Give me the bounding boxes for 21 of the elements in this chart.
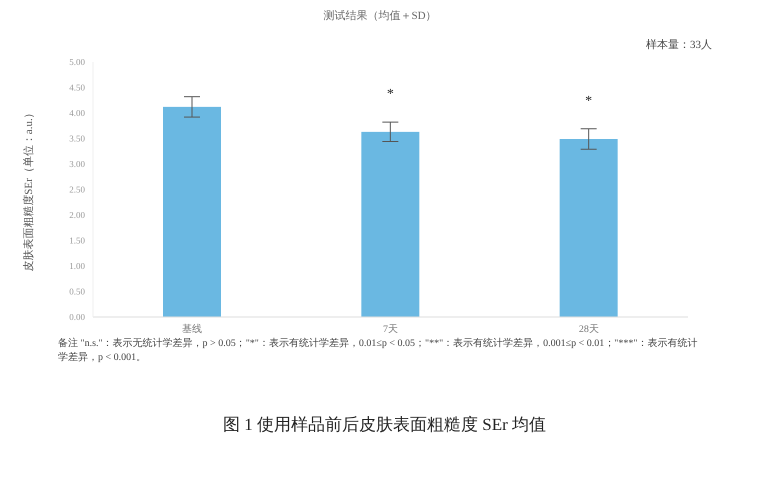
chart-title: 测试结果（均值＋SD） xyxy=(322,9,438,23)
y-tick-label: 2.50 xyxy=(69,184,86,195)
text: 备注 "n.s."：表示无统计学差异，p > 0.05；"*"：表示有统计学差异，0.01≤p < 0.05；"**"：表示有统计学差异，0.001≤p < 0.01；"***"：表示有统计学差异，p < 0.001。 xyxy=(58,337,698,365)
y-tick-label: 1.00 xyxy=(69,261,86,272)
x-tick-label: 7天 xyxy=(383,324,398,336)
y-tick-label: 0.50 xyxy=(69,286,86,297)
y-tick-label: 4.00 xyxy=(69,108,86,118)
y-axis-title: 皮肤表面粗糙度SEr（单位：a.u.） xyxy=(22,107,35,272)
y-tick-label: 3.50 xyxy=(69,134,86,144)
y-tick-label: 2.00 xyxy=(69,210,86,220)
y-tick-label: 0.00 xyxy=(69,312,86,322)
y-tick-label: 4.50 xyxy=(69,82,86,93)
data-label: * xyxy=(386,86,394,102)
x-tick-label: 基线 xyxy=(182,323,202,336)
x-tick-label: 28天 xyxy=(578,324,599,336)
caption: 图 1 使用样品前后皮肤表面粗糙度 SEr 均值 xyxy=(223,414,547,436)
y-tick-label: 1.50 xyxy=(69,236,86,246)
chart-subtitle: 样本量：33人 xyxy=(645,38,713,52)
y-tick-label: 3.00 xyxy=(69,159,86,170)
data-label: * xyxy=(585,94,592,110)
y-tick-label: 5.00 xyxy=(69,57,86,68)
